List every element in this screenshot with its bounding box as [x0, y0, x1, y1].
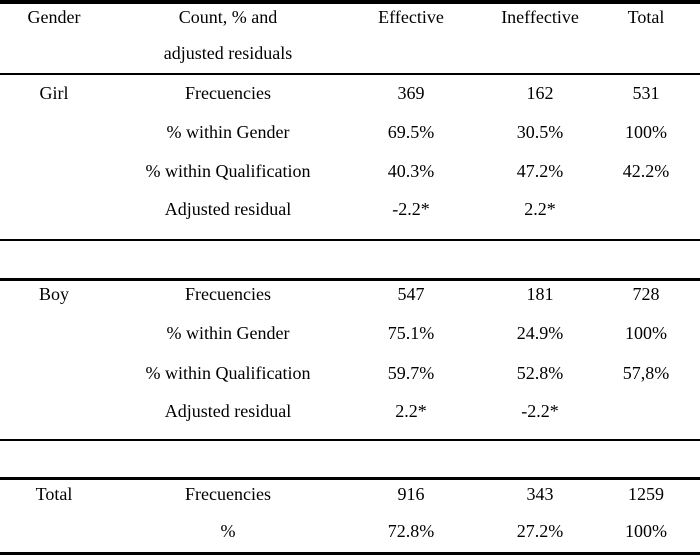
cell-effective: 916: [397, 484, 425, 504]
cell-ineffective: 47.2%: [516, 161, 564, 181]
header-effective: Effective: [378, 7, 444, 27]
table-row: Total Frecuencies 916 343 1259: [0, 481, 700, 507]
row-group-label: Boy: [38, 284, 70, 304]
cell-label: Adjusted residual: [164, 199, 292, 219]
cell-ineffective: 162: [526, 83, 554, 103]
table-row: % within Gender 69.5% 30.5% 100%: [0, 119, 700, 145]
cell-effective: 69.5%: [387, 122, 435, 142]
table-top-border: [0, 0, 700, 4]
table-row: % 72.8% 27.2% 100%: [0, 518, 700, 544]
header-gender: Gender: [27, 7, 81, 27]
cell-total: 531: [632, 83, 660, 103]
cell-ineffective: 27.2%: [516, 521, 564, 541]
table-row: Girl Frecuencies 369 162 531: [0, 80, 700, 106]
table-row: % within Gender 75.1% 24.9% 100%: [0, 320, 700, 346]
cell-label: Frecuencies: [185, 83, 271, 103]
cell-effective: 72.8%: [387, 521, 435, 541]
table-bottom-border: [0, 552, 700, 555]
cell-label: Adjusted residual: [164, 401, 292, 421]
boy-section-bottom-rule: [0, 439, 700, 441]
cell-total: 1259: [628, 484, 664, 504]
cell-ineffective: 2.2*: [524, 199, 556, 219]
header-row-line1: Gender Count, % and Effective Ineffectiv…: [0, 4, 700, 30]
cell-label: % within Gender: [166, 122, 290, 142]
cell-effective: 369: [397, 83, 425, 103]
cell-total: 100%: [625, 122, 667, 142]
row-group-label: Girl: [39, 83, 69, 103]
cell-effective: 2.2*: [395, 401, 427, 421]
table-row: Adjusted residual 2.2* -2.2*: [0, 398, 700, 424]
cell-ineffective: 52.8%: [516, 363, 564, 383]
cell-ineffective: 181: [526, 284, 554, 304]
cell-total: 42.2%: [622, 161, 670, 181]
girl-section-bottom-rule: [0, 239, 700, 241]
cell-ineffective: 343: [526, 484, 554, 504]
header-measures-line2: adjusted residuals: [163, 43, 293, 63]
cell-label: % within Qualification: [145, 363, 311, 383]
cell-effective: 59.7%: [387, 363, 435, 383]
cell-total: 728: [632, 284, 660, 304]
cell-label: Frecuencies: [185, 484, 271, 504]
header-measures-line1: Count, % and: [178, 7, 278, 27]
table-row: % within Qualification 40.3% 47.2% 42.2%: [0, 158, 700, 184]
cell-ineffective: 30.5%: [516, 122, 564, 142]
table-row: % within Qualification 59.7% 52.8% 57,8%: [0, 360, 700, 386]
cell-label: % within Qualification: [145, 161, 311, 181]
cell-total: 57,8%: [622, 363, 670, 383]
header-separator-rule: [0, 73, 700, 75]
cell-effective: -2.2*: [392, 199, 430, 219]
cell-effective: 40.3%: [387, 161, 435, 181]
cell-label: Frecuencies: [185, 284, 271, 304]
total-section-top-rule: [0, 477, 700, 480]
row-group-label: Total: [35, 484, 73, 504]
cell-label: %: [220, 521, 236, 541]
cell-effective: 547: [397, 284, 425, 304]
cell-ineffective: -2.2*: [521, 401, 559, 421]
cell-label: % within Gender: [166, 323, 290, 343]
table-row: Boy Frecuencies 547 181 728: [0, 281, 700, 307]
header-total: Total: [627, 7, 665, 27]
cell-ineffective: 24.9%: [516, 323, 564, 343]
header-ineffective: Ineffective: [501, 7, 579, 27]
header-row-line2: adjusted residuals: [0, 40, 700, 66]
cell-total: 100%: [625, 521, 667, 541]
boy-section-top-rule: [0, 278, 700, 281]
table-row: Adjusted residual -2.2* 2.2*: [0, 196, 700, 222]
cell-effective: 75.1%: [387, 323, 435, 343]
cell-total: 100%: [625, 323, 667, 343]
